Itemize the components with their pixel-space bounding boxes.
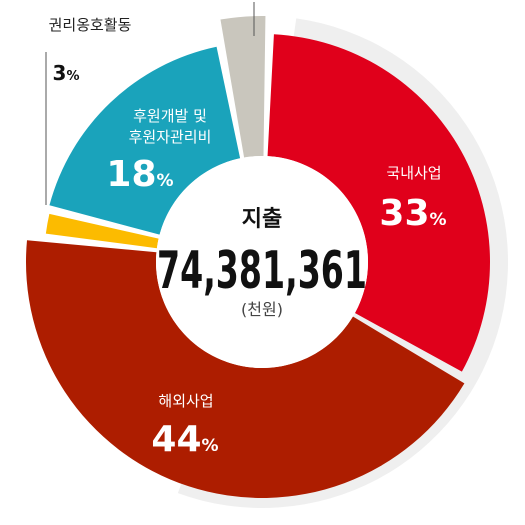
slice-label-fundraising: 후원개발 및 [133,107,207,125]
center-total: 74,381,361 [157,241,367,301]
donut-slice-0 [267,34,490,372]
donut-hole [156,156,368,368]
donut-slice-4 [220,16,266,158]
center-unit: (천원) [241,300,283,319]
slice-label-advocacy: 권리옹호활동 [49,16,132,34]
slice-value-overseas: 44% [151,419,218,460]
slice-label-domestic: 국내사업 [386,164,441,182]
slice-label-fundraising-line2: 후원자관리비 [129,128,212,146]
slice-value-advocacy: 3% [53,61,80,85]
slice-value-domestic: 33% [379,193,446,234]
center-title: 지출 [242,207,282,232]
slice-label-overseas: 해외사업 [158,392,213,410]
donut-slice-3 [49,46,241,235]
slice-value-fundraising: 18% [106,154,173,195]
donut-slice-1 [25,240,465,499]
donut-slice-2 [45,213,159,249]
